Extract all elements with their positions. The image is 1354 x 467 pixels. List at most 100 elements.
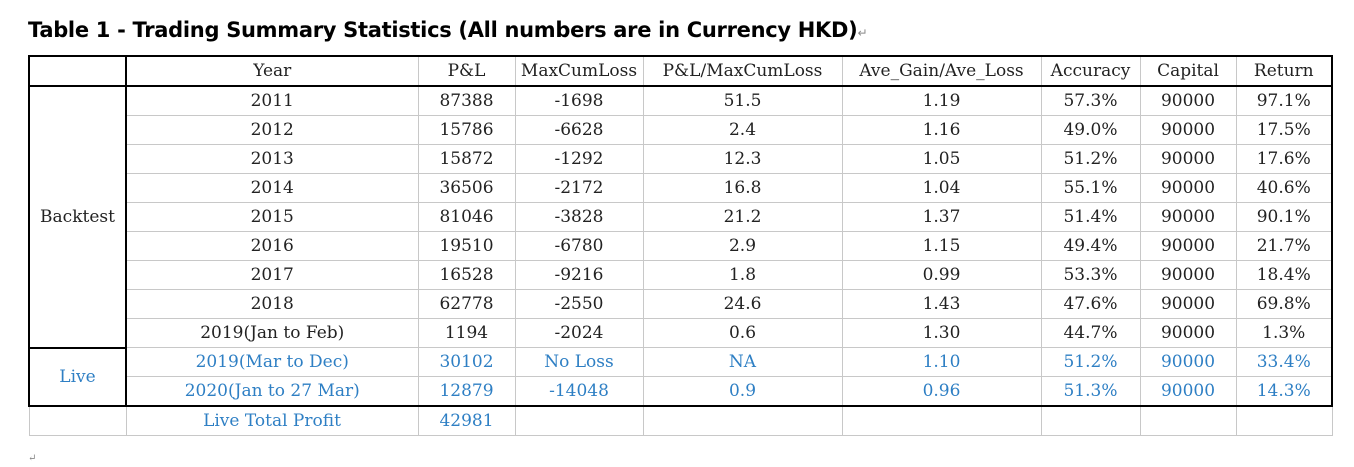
cell-pnl: 16528	[417, 260, 516, 290]
cell-capital: 90000	[1139, 376, 1237, 407]
footer-blank	[28, 405, 127, 436]
table-row: 2015 81046 -3828 21.2 1.37 51.4% 90000 9…	[29, 202, 1333, 232]
cell-return: 1.3%	[1235, 318, 1333, 348]
cell-capital: 90000	[1139, 318, 1237, 348]
cell-pnl-ratio: 16.8	[642, 173, 843, 203]
header-gain-loss: Ave_Gain/Ave_Loss	[841, 55, 1042, 87]
cell-year: 2019(Mar to Dec)	[125, 347, 419, 377]
cell-pnl: 1194	[417, 318, 516, 348]
table-row: 2014 36506 -2172 16.8 1.04 55.1% 90000 4…	[29, 173, 1333, 203]
table-row: Backtest 2011 87388 -1698 51.5 1.19 57.3…	[28, 85, 1333, 349]
cell-capital: 90000	[1139, 85, 1237, 116]
cell-pnl-ratio: 0.9	[642, 376, 843, 407]
table-row: 2012 15786 -6628 2.4 1.16 49.0% 90000 17…	[29, 115, 1333, 145]
paragraph-mark-icon: ↵	[28, 453, 37, 464]
cell-year: 2011	[125, 85, 419, 116]
cell-year: 2013	[125, 144, 419, 174]
cell-accuracy: 49.4%	[1040, 231, 1141, 261]
table-row: 2017 16528 -9216 1.8 0.99 53.3% 90000 18…	[29, 260, 1333, 290]
table-row: 2013 15872 -1292 12.3 1.05 51.2% 90000 1…	[29, 144, 1333, 174]
footer-empty	[1235, 405, 1333, 436]
header-group-blank	[28, 55, 127, 87]
cell-maxcumloss: -3828	[514, 202, 644, 232]
cell-maxcumloss: -1292	[514, 144, 644, 174]
cell-year: 2019(Jan to Feb)	[125, 318, 419, 348]
cell-capital: 90000	[1139, 231, 1237, 261]
cell-pnl: 87388	[417, 85, 516, 116]
cell-capital: 90000	[1139, 144, 1237, 174]
cell-capital: 90000	[1139, 347, 1237, 377]
cell-pnl: 62778	[417, 289, 516, 319]
cell-accuracy: 55.1%	[1040, 173, 1141, 203]
cell-maxcumloss: -2172	[514, 173, 644, 203]
cell-pnl-ratio: NA	[642, 347, 843, 377]
cell-year: 2020(Jan to 27 Mar)	[125, 376, 419, 407]
group-label-live: Live	[28, 347, 127, 407]
cell-pnl: 30102	[417, 347, 516, 377]
cell-pnl: 81046	[417, 202, 516, 232]
footer-empty	[1139, 405, 1237, 436]
cell-pnl-ratio: 0.6	[642, 318, 843, 348]
cell-pnl-ratio: 24.6	[642, 289, 843, 319]
cell-accuracy: 57.3%	[1040, 85, 1141, 116]
cell-pnl-ratio: 21.2	[642, 202, 843, 232]
cell-maxcumloss: -2550	[514, 289, 644, 319]
cell-maxcumloss: -9216	[514, 260, 644, 290]
cell-year: 2014	[125, 173, 419, 203]
header-pnl-ratio: P&L/MaxCumLoss	[642, 55, 843, 87]
cell-return: 33.4%	[1235, 347, 1333, 377]
cell-maxcumloss: -14048	[514, 376, 644, 407]
cell-gain-loss: 1.10	[841, 347, 1042, 377]
cell-accuracy: 53.3%	[1040, 260, 1141, 290]
cell-maxcumloss: No Loss	[514, 347, 644, 377]
cell-accuracy: 51.4%	[1040, 202, 1141, 232]
cell-pnl: 36506	[417, 173, 516, 203]
cell-gain-loss: 1.43	[841, 289, 1042, 319]
cell-return: 40.6%	[1235, 173, 1333, 203]
cell-gain-loss: 1.19	[841, 85, 1042, 116]
cell-return: 90.1%	[1235, 202, 1333, 232]
group-label-backtest: Backtest	[28, 85, 127, 349]
footer-empty	[642, 405, 843, 436]
cell-accuracy: 49.0%	[1040, 115, 1141, 145]
table-row: 2016 19510 -6780 2.9 1.15 49.4% 90000 21…	[29, 231, 1333, 261]
header-pnl: P&L	[417, 55, 516, 87]
cell-return: 21.7%	[1235, 231, 1333, 261]
cell-return: 14.3%	[1235, 376, 1333, 407]
footer-empty	[514, 405, 644, 436]
header-row: Year P&L MaxCumLoss P&L/MaxCumLoss Ave_G…	[28, 55, 1333, 87]
cell-year: 2017	[125, 260, 419, 290]
cell-year: 2015	[125, 202, 419, 232]
cell-accuracy: 51.2%	[1040, 347, 1141, 377]
cell-return: 97.1%	[1235, 85, 1333, 116]
header-return: Return	[1235, 55, 1333, 87]
cell-pnl: 15872	[417, 144, 516, 174]
cell-maxcumloss: -1698	[514, 85, 644, 116]
cell-maxcumloss: -6628	[514, 115, 644, 145]
cell-gain-loss: 1.37	[841, 202, 1042, 232]
paragraph-mark-icon: ↵	[857, 26, 868, 40]
cell-accuracy: 47.6%	[1040, 289, 1141, 319]
cell-pnl: 15786	[417, 115, 516, 145]
cell-capital: 90000	[1139, 260, 1237, 290]
table-title: Table 1 - Trading Summary Statistics (Al…	[28, 18, 868, 42]
table-row-live: 2020(Jan to 27 Mar) 12879 -14048 0.9 0.9…	[29, 376, 1333, 407]
cell-gain-loss: 0.96	[841, 376, 1042, 407]
footer-empty	[841, 405, 1042, 436]
cell-capital: 90000	[1139, 202, 1237, 232]
cell-capital: 90000	[1139, 173, 1237, 203]
cell-year: 2018	[125, 289, 419, 319]
cell-return: 17.6%	[1235, 144, 1333, 174]
cell-pnl: 12879	[417, 376, 516, 407]
cell-gain-loss: 1.04	[841, 173, 1042, 203]
footer-label: Live Total Profit	[125, 405, 419, 436]
cell-gain-loss: 0.99	[841, 260, 1042, 290]
header-capital: Capital	[1139, 55, 1237, 87]
cell-year: 2012	[125, 115, 419, 145]
footer-empty	[1040, 405, 1141, 436]
footer-value: 42981	[417, 405, 516, 436]
cell-pnl-ratio: 51.5	[642, 85, 843, 116]
trading-summary-table: Year P&L MaxCumLoss P&L/MaxCumLoss Ave_G…	[28, 55, 1333, 436]
cell-return: 18.4%	[1235, 260, 1333, 290]
cell-year: 2016	[125, 231, 419, 261]
